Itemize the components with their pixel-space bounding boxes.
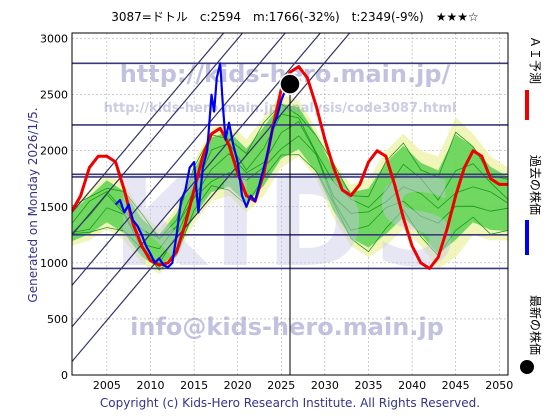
x-tick-label: 2035 [354,379,382,392]
x-tick-label: 2050 [485,379,513,392]
watermark-bottom: info@kids-hero.main.jp [130,313,444,341]
plot-area: KIDS http://kids-hero.main.jp/ http://ki… [71,32,509,376]
generated-date-label: Generated on Monday 2026/1/5. [26,107,40,302]
y-tick-label: 3000 [40,33,68,46]
copyright-footer: Copyright (c) Kids-Hero Research Institu… [100,396,480,410]
series-group [72,62,508,375]
x-axis: 2005 2010 2015 2020 2025 2030 2035 2040 2045 2050 [93,379,513,392]
channel-line [72,33,287,286]
x-tick-label: 2020 [224,379,252,392]
x-tick-label: 2045 [442,379,470,392]
y-tick-label: 1000 [40,257,68,270]
x-tick-label: 2010 [136,379,164,392]
y-tick-label: 2500 [40,89,68,102]
watermark-big: KIDS [112,155,468,294]
reference-lines [72,62,508,270]
x-tick-label: 2030 [311,379,339,392]
x-tick-label: 2040 [398,379,426,392]
x-tick-label: 2015 [180,379,208,392]
legend-latest-price-label: 最新の株価 [528,295,543,355]
legend-latest-price-marker [520,360,534,374]
legend-ai-forecast-label: ＡＩ予測 [528,36,542,84]
past-price-line [114,62,291,269]
plot-frame [71,32,509,376]
y-tick-label: 500 [47,313,68,326]
y-tick-label: 2000 [40,145,68,158]
y-tick-label: 0 [61,369,68,382]
legend-past-price: 過去の株価 [525,155,543,255]
x-tick-label: 2005 [93,379,121,392]
legend: ＡＩ予測 過去の株価 最新の株価 [520,36,543,374]
legend-past-price-label: 過去の株価 [528,155,543,215]
y-tick-label: 1500 [40,201,68,214]
channel-line [72,33,225,213]
legend-ai-forecast: ＡＩ予測 [525,36,542,120]
channel-line [72,33,244,236]
forecast-band-fill [72,103,508,269]
chart-title: 3087=ドトル c:2594 m:1766(-32%) t:2349(-9%)… [111,10,478,24]
legend-latest-price: 最新の株価 [520,295,543,374]
y-axis: 0 500 1000 1500 2000 2500 3000 [40,33,68,382]
x-tick-label: 2025 [267,379,295,392]
ai-forecast-line [72,65,508,270]
latest-price-marker [279,73,301,95]
